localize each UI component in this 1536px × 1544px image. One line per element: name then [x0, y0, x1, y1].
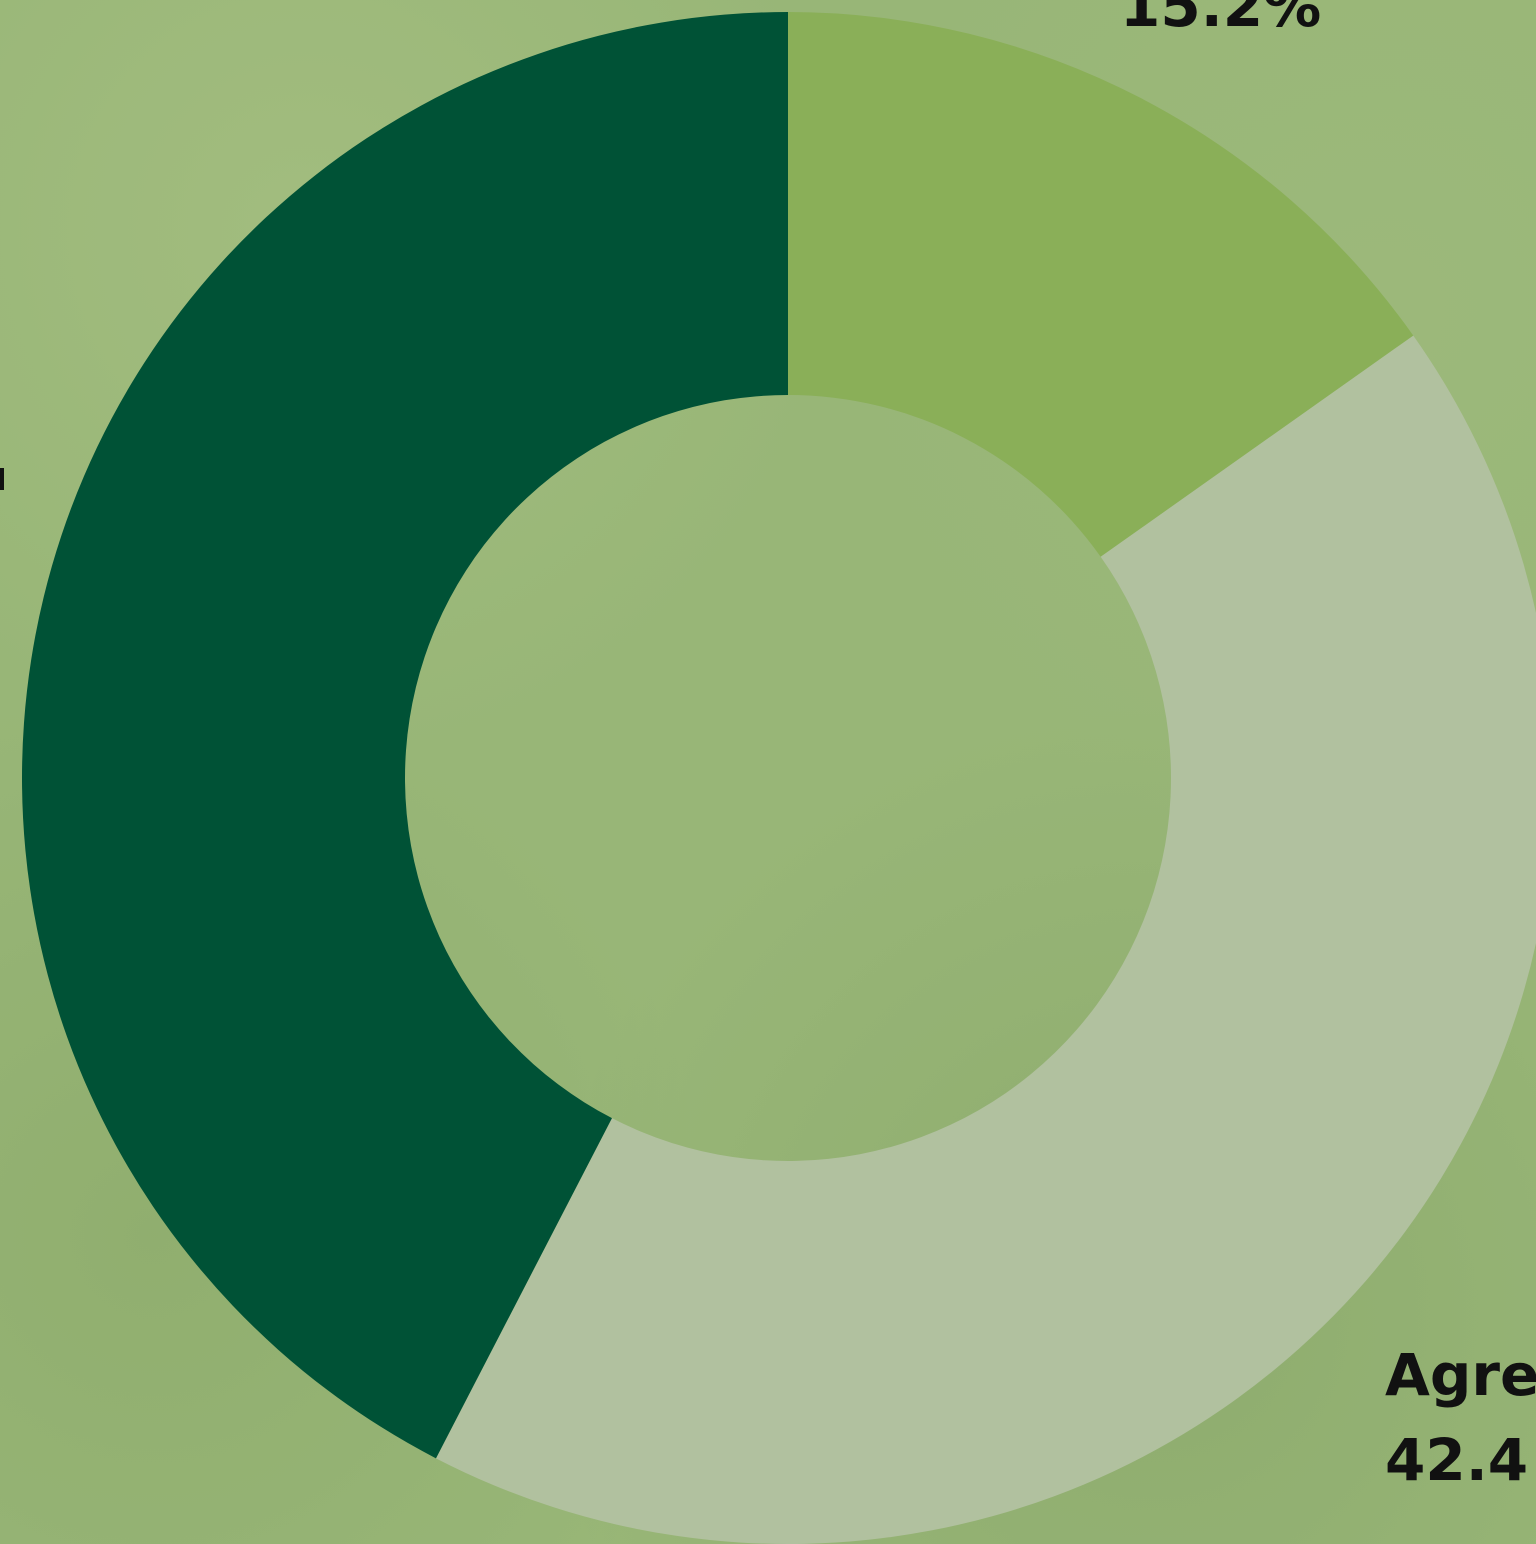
slice-2-label-line-1: Agre — [1385, 1341, 1536, 1409]
donut-slice-3 — [22, 12, 788, 1459]
slice-3-label-fragment — [0, 468, 4, 490]
donut-slice-1 — [788, 12, 1414, 557]
slice-1-label-line-2: 15.2% — [1120, 0, 1321, 40]
donut-slice-2 — [435, 335, 1536, 1544]
slice-2-label-line-2: 42.4 — [1385, 1426, 1528, 1494]
